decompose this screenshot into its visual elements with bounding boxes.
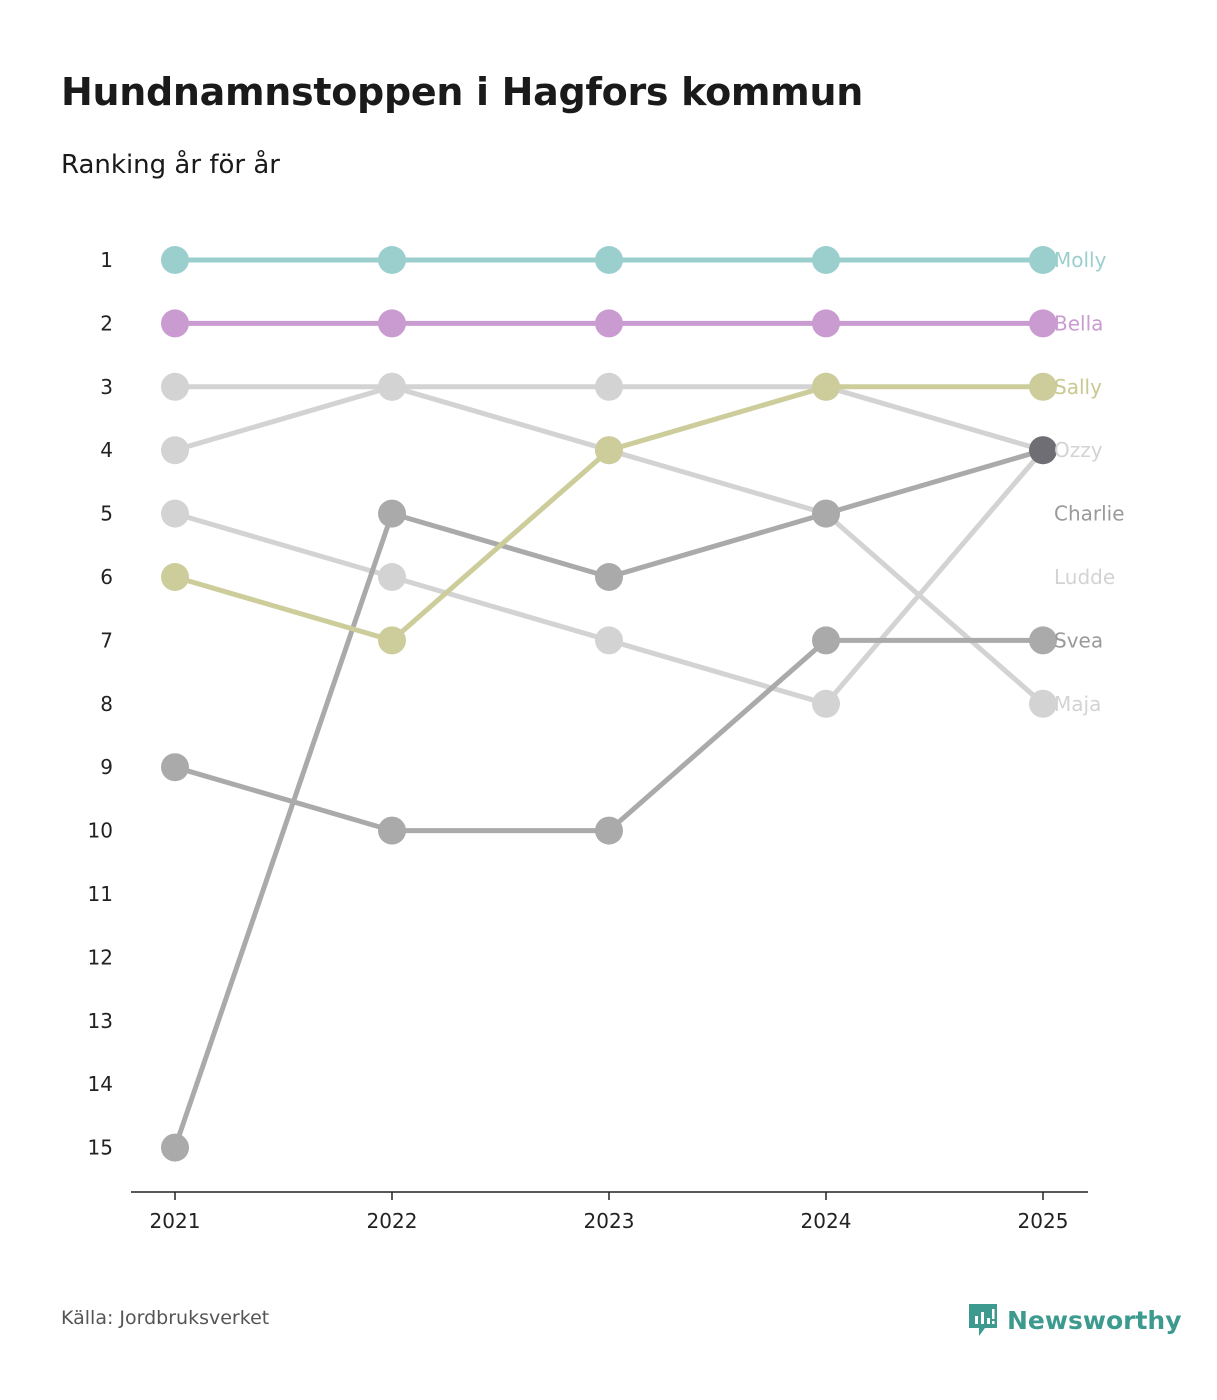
chart-subtitle: Ranking år för år xyxy=(61,150,280,180)
point-molly-2022 xyxy=(378,246,406,274)
series-label-molly: Molly xyxy=(1054,248,1107,272)
series-line-svea xyxy=(172,637,1046,834)
point-svea-2021 xyxy=(161,753,189,782)
point-charlie-2023 xyxy=(595,563,623,591)
point-ludde-2021 xyxy=(161,436,189,465)
y-tick-label: 3 xyxy=(100,375,113,399)
series-labels: Molly Bella Sally Ozzy Charlie Ludde Svea Maja xyxy=(1054,248,1125,716)
y-tick-label: 6 xyxy=(100,565,113,589)
brand-name: Newsworthy xyxy=(1007,1305,1182,1335)
point-maja-2023 xyxy=(595,626,623,655)
series-line-charlie xyxy=(172,447,1046,1151)
source-note: Källa: Jordbruksverket xyxy=(61,1307,270,1329)
y-tick-label: 12 xyxy=(88,945,113,969)
point-molly-2023 xyxy=(595,246,623,274)
point-bella-2021 xyxy=(161,309,189,338)
point-sally-2024 xyxy=(812,372,840,401)
point-maja-2022 xyxy=(378,563,406,591)
y-tick-label: 14 xyxy=(88,1072,113,1096)
y-tick-label: 8 xyxy=(100,692,113,716)
x-tick-label: 2021 xyxy=(150,1209,201,1233)
series-label-ozzy: Ozzy xyxy=(1054,438,1103,462)
point-bella-2023 xyxy=(595,309,623,338)
y-tick-label: 4 xyxy=(100,438,113,462)
point-molly-2025 xyxy=(1029,246,1057,274)
chart-title: Hundnamnstoppen i Hagfors kommun xyxy=(61,70,863,114)
point-maja-2024 xyxy=(812,689,840,718)
y-tick-label: 13 xyxy=(88,1009,113,1033)
series-label-bella: Bella xyxy=(1054,311,1103,335)
point-svea-2025 xyxy=(1029,626,1057,655)
series-line-ludde xyxy=(172,384,1046,707)
point-charlie-2025 xyxy=(1029,436,1057,465)
point-sally-2022 xyxy=(378,626,406,655)
y-tick-label: 9 xyxy=(100,755,113,779)
point-sally-2021 xyxy=(161,563,189,591)
point-bella-2022 xyxy=(378,309,406,338)
series-label-sally: Sally xyxy=(1054,375,1102,399)
point-charlie-2022 xyxy=(378,499,406,528)
point-maja-2021 xyxy=(161,499,189,528)
x-axis-ticks: 2021 2022 2023 2024 2025 xyxy=(150,1192,1069,1233)
x-tick-label: 2022 xyxy=(367,1209,418,1233)
point-svea-2023 xyxy=(595,816,623,845)
point-ludde-2025 xyxy=(1029,689,1057,718)
x-tick-label: 2023 xyxy=(584,1209,635,1233)
point-bella-2024 xyxy=(812,309,840,338)
series-label-maja: Maja xyxy=(1054,692,1101,716)
point-charlie-2024 xyxy=(812,499,840,528)
y-tick-label: 7 xyxy=(100,628,113,652)
series-label-svea: Svea xyxy=(1054,628,1103,652)
point-sally-2023 xyxy=(595,436,623,465)
point-charlie-2021 xyxy=(161,1133,189,1162)
y-tick-label: 15 xyxy=(88,1136,113,1160)
series-label-ludde: Ludde xyxy=(1054,565,1115,589)
y-tick-label: 2 xyxy=(100,311,113,335)
point-molly-2021 xyxy=(161,246,189,274)
point-svea-2022 xyxy=(378,816,406,845)
series-label-charlie: Charlie xyxy=(1054,502,1125,526)
point-sally-2025 xyxy=(1029,372,1057,401)
point-svea-2024 xyxy=(812,626,840,655)
y-tick-label: 10 xyxy=(88,819,113,843)
y-tick-label: 1 xyxy=(100,248,113,272)
newsworthy-logo-icon xyxy=(969,1304,997,1336)
point-ludde-2022 xyxy=(378,372,406,401)
series-points xyxy=(161,246,1057,1162)
x-tick-label: 2024 xyxy=(801,1209,852,1233)
point-molly-2024 xyxy=(812,246,840,274)
x-tick-label: 2025 xyxy=(1018,1209,1069,1233)
brand-logo[interactable]: Newsworthy xyxy=(967,1302,1182,1338)
point-bella-2025 xyxy=(1029,309,1057,338)
y-tick-label: 11 xyxy=(88,882,113,906)
y-tick-label: 5 xyxy=(100,502,113,526)
point-ozzy-2023 xyxy=(595,372,623,401)
point-ozzy-2021 xyxy=(161,372,189,401)
